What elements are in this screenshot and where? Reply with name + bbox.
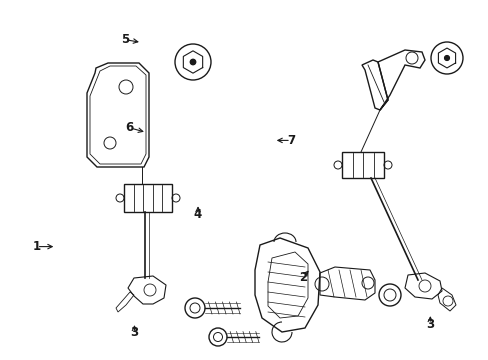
Text: 7: 7 <box>286 134 294 147</box>
Text: 2: 2 <box>299 271 306 284</box>
Circle shape <box>190 59 195 65</box>
Circle shape <box>444 55 448 60</box>
Text: 1: 1 <box>33 240 41 253</box>
Text: 3: 3 <box>130 327 138 339</box>
Text: 3: 3 <box>426 318 433 330</box>
Text: 5: 5 <box>121 33 128 46</box>
Text: 6: 6 <box>125 121 133 134</box>
Text: 4: 4 <box>194 208 202 221</box>
